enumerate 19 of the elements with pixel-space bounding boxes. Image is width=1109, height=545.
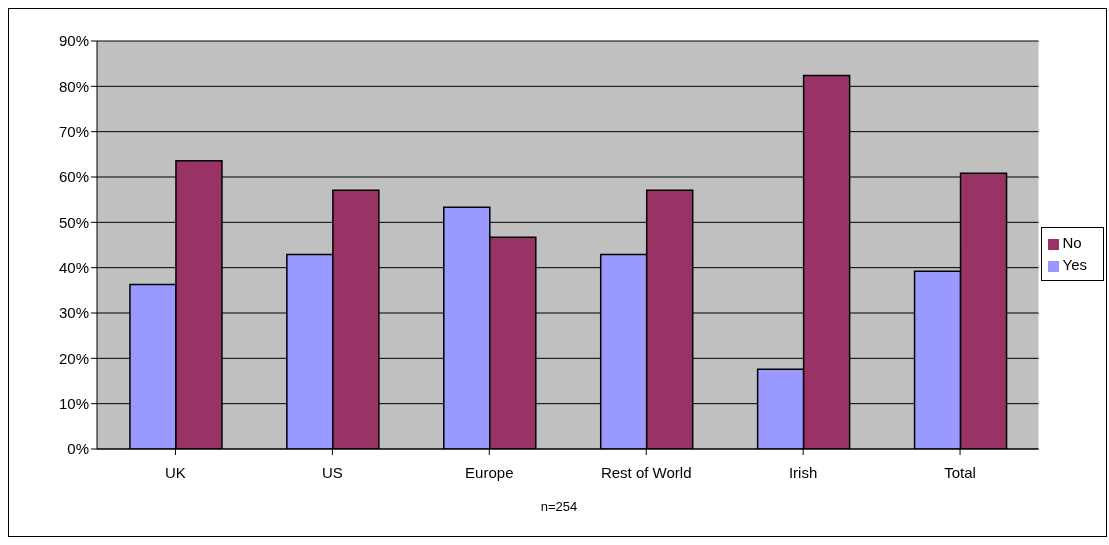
x-tick-label: Europe xyxy=(465,463,514,481)
y-tick-label: 40% xyxy=(58,258,89,276)
x-tick-label: US xyxy=(321,463,343,481)
y-tick-label: 80% xyxy=(58,77,89,95)
y-tick-label: 30% xyxy=(58,304,89,322)
legend-label: No xyxy=(1062,234,1082,251)
y-tick-label: 70% xyxy=(58,122,89,140)
text: n=254 xyxy=(539,499,579,514)
legend-label: Yes xyxy=(1062,256,1087,273)
y-tick-label: 50% xyxy=(58,213,89,231)
y-tick-label: 10% xyxy=(58,394,89,412)
y-tick-label: 90% xyxy=(58,32,89,50)
y-tick-label: 20% xyxy=(58,349,89,367)
y-tick-label: 60% xyxy=(58,168,89,186)
x-tick-label: UK xyxy=(165,463,186,481)
x-tick-label: Total xyxy=(944,463,976,481)
x-tick-label: Irish xyxy=(788,463,818,481)
x-tick-label: Rest of World xyxy=(600,463,692,481)
y-tick-label: 0% xyxy=(67,440,89,458)
